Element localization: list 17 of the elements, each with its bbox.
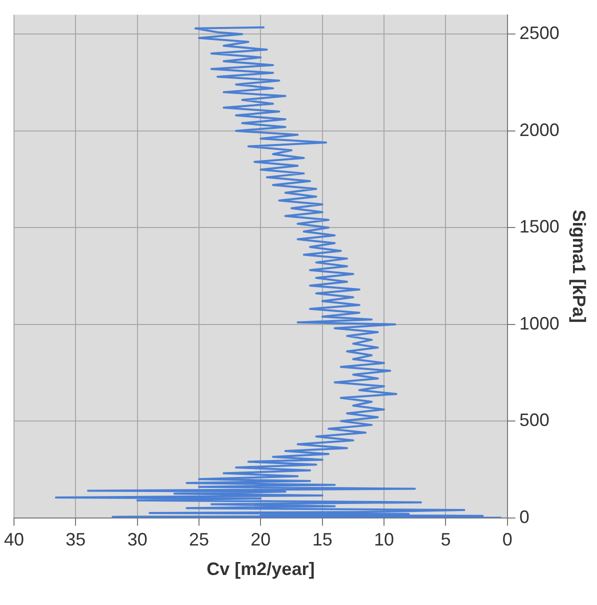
x-tick-label: 35 <box>66 530 86 550</box>
x-tick-label: 10 <box>374 530 394 550</box>
y2-axis-title: Sigma1 [kPa] <box>569 210 590 323</box>
x-tick-label: 5 <box>440 530 451 550</box>
x-tick-label: 40 <box>4 530 24 550</box>
x-tick-label: 20 <box>250 530 271 550</box>
x-tick-label: 0 <box>502 530 512 550</box>
y2-tick-label: 0 <box>519 506 530 527</box>
x-axis-title: Cv [m2/year] <box>206 559 315 580</box>
x-tick-label: 30 <box>127 530 148 550</box>
y2-tick-label: 1000 <box>519 313 560 334</box>
y2-tick-label: 2000 <box>519 120 560 140</box>
x-tick-label: 15 <box>312 530 332 550</box>
y2-tick-label: 500 <box>519 410 550 430</box>
x-tick-label: 25 <box>189 530 210 550</box>
y2-tick-label: 1500 <box>519 216 560 237</box>
y2-tick-label: 2500 <box>519 23 560 44</box>
